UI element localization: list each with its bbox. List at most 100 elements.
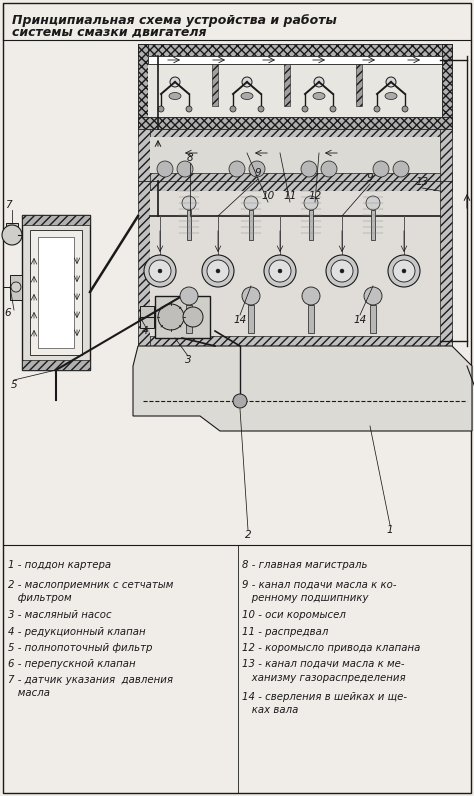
Bar	[442, 44, 452, 129]
Text: фильтром: фильтром	[8, 593, 72, 603]
Circle shape	[321, 161, 337, 177]
Bar	[150, 137, 440, 173]
Circle shape	[386, 77, 396, 87]
Ellipse shape	[169, 92, 181, 100]
Circle shape	[304, 196, 318, 210]
Circle shape	[186, 106, 192, 112]
Bar	[140, 306, 154, 328]
Text: 13: 13	[415, 177, 428, 187]
Text: 4: 4	[142, 326, 148, 336]
Bar	[309, 210, 313, 240]
Bar	[148, 56, 442, 64]
Text: 9: 9	[255, 168, 261, 178]
Bar	[138, 181, 452, 191]
Bar	[6, 223, 18, 235]
Circle shape	[216, 269, 220, 273]
Bar	[440, 181, 452, 346]
Bar	[138, 44, 148, 129]
Text: 6: 6	[5, 308, 11, 318]
Text: 5: 5	[11, 380, 18, 390]
Text: 1: 1	[387, 525, 393, 535]
Bar	[138, 117, 452, 129]
Bar	[440, 129, 452, 181]
Circle shape	[182, 196, 196, 210]
Bar	[22, 215, 90, 370]
Bar	[187, 210, 191, 240]
Bar	[22, 215, 90, 225]
Text: ках вала: ках вала	[242, 705, 298, 715]
Bar	[138, 129, 452, 137]
Text: 10 - оси коромысел: 10 - оси коромысел	[242, 610, 346, 620]
Circle shape	[207, 260, 229, 282]
Text: ханизму газораспределения: ханизму газораспределения	[242, 673, 406, 683]
Circle shape	[230, 106, 236, 112]
Circle shape	[202, 255, 234, 287]
Text: 9 - канал подачи масла к ко-: 9 - канал подачи масла к ко-	[242, 580, 396, 590]
Circle shape	[158, 269, 162, 273]
Bar	[371, 210, 375, 240]
Polygon shape	[133, 346, 472, 431]
Circle shape	[242, 77, 252, 87]
Text: 10: 10	[261, 191, 274, 201]
Bar	[138, 129, 150, 181]
Text: 8 - главная магистраль: 8 - главная магистраль	[242, 560, 367, 570]
Ellipse shape	[313, 92, 325, 100]
Circle shape	[249, 161, 265, 177]
Text: 9: 9	[367, 173, 374, 183]
Text: 14: 14	[233, 315, 246, 325]
Text: 4 - редукционный клапан: 4 - редукционный клапан	[8, 627, 146, 637]
Circle shape	[393, 260, 415, 282]
Bar	[370, 305, 376, 333]
Text: 7: 7	[5, 200, 11, 210]
Bar	[138, 336, 452, 346]
Circle shape	[302, 106, 308, 112]
Circle shape	[229, 161, 245, 177]
Text: 11 - распредвал: 11 - распредвал	[242, 627, 328, 637]
Circle shape	[149, 260, 171, 282]
Text: 5 - полнопоточный фильтр: 5 - полнопоточный фильтр	[8, 643, 152, 653]
Text: 14: 14	[354, 315, 366, 325]
Circle shape	[2, 225, 22, 245]
Circle shape	[330, 106, 336, 112]
Text: 3: 3	[185, 355, 191, 365]
Circle shape	[301, 161, 317, 177]
Circle shape	[269, 260, 291, 282]
Circle shape	[374, 106, 380, 112]
Bar	[249, 210, 253, 240]
Circle shape	[244, 196, 258, 210]
Circle shape	[331, 260, 353, 282]
Circle shape	[364, 287, 382, 305]
Circle shape	[302, 287, 320, 305]
Text: 12 - коромысло привода клапана: 12 - коромысло привода клапана	[242, 643, 420, 653]
Bar	[30, 230, 82, 355]
Bar	[138, 173, 452, 181]
Text: 7 - датчик указания  давления: 7 - датчик указания давления	[8, 675, 173, 685]
Text: 14 - сверления в шейках и ще-: 14 - сверления в шейках и ще-	[242, 692, 407, 702]
Bar	[212, 64, 218, 106]
Circle shape	[157, 161, 173, 177]
Text: Принципиальная схема устройства и работы: Принципиальная схема устройства и работы	[12, 14, 337, 27]
Text: системы смазки двигателя: системы смазки двигателя	[12, 26, 207, 39]
Bar	[10, 275, 22, 300]
Bar	[356, 64, 362, 106]
Circle shape	[402, 106, 408, 112]
Circle shape	[242, 287, 260, 305]
Circle shape	[183, 307, 203, 327]
Bar	[150, 191, 440, 336]
Bar	[186, 305, 192, 333]
Bar	[248, 305, 254, 333]
Text: ренному подшипнику: ренному подшипнику	[242, 593, 368, 603]
Bar	[308, 305, 314, 333]
Text: 13 - канал подачи масла к ме-: 13 - канал подачи масла к ме-	[242, 659, 404, 669]
Circle shape	[388, 255, 420, 287]
Bar	[284, 64, 290, 106]
Bar	[138, 181, 150, 346]
Circle shape	[180, 287, 198, 305]
Circle shape	[11, 282, 21, 292]
Circle shape	[158, 304, 184, 330]
Circle shape	[373, 161, 389, 177]
Circle shape	[258, 106, 264, 112]
Text: 8: 8	[187, 153, 193, 163]
Text: 2 - маслоприемник с сетчатым: 2 - маслоприемник с сетчатым	[8, 580, 173, 590]
Circle shape	[144, 255, 176, 287]
